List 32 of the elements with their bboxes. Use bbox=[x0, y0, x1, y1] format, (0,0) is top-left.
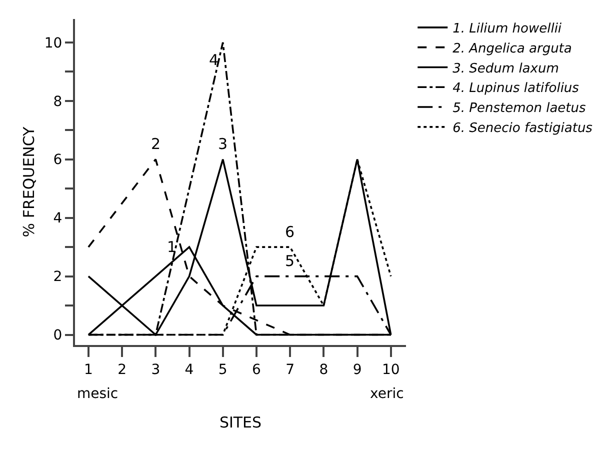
y-tick-label: 6 bbox=[53, 152, 62, 168]
text: xeric bbox=[370, 386, 404, 402]
x-tick-label: 6 bbox=[252, 362, 261, 378]
annotation: 6 bbox=[285, 223, 295, 241]
y-tick-label: 10 bbox=[44, 35, 62, 52]
x-tick-label: 4 bbox=[184, 362, 194, 378]
annotation: 4 bbox=[209, 51, 219, 69]
annotation: 3 bbox=[218, 135, 228, 153]
annotation: 1 bbox=[167, 238, 177, 256]
legend-label: 2. Angelica arguta bbox=[452, 41, 572, 56]
legend-label: 6. Senecio fastigiatus bbox=[452, 121, 593, 136]
legend-label: 4. Lupinus latifolius bbox=[452, 81, 580, 96]
y-tick-label: 0 bbox=[53, 328, 62, 344]
x-tick-label: 8 bbox=[319, 362, 328, 378]
y-tick-label: 4 bbox=[53, 210, 62, 227]
text: mesic bbox=[77, 386, 118, 402]
x-tick-label: 3 bbox=[151, 362, 160, 378]
x-axis-title: SITES bbox=[219, 413, 262, 432]
x-tick-label: 1 bbox=[84, 362, 93, 378]
y-tick-label: 2 bbox=[53, 269, 62, 286]
y-axis-title: % FREQUENCY bbox=[20, 126, 38, 238]
legend-label: 5. Penstemon laetus bbox=[452, 101, 586, 116]
annotation: 5 bbox=[285, 252, 295, 270]
x-tick-label: 2 bbox=[118, 362, 127, 378]
annotation: 2 bbox=[151, 135, 161, 153]
x-tick-label: 10 bbox=[382, 362, 400, 378]
x-tick-label: 9 bbox=[352, 362, 362, 378]
x-tick-label: 5 bbox=[218, 362, 228, 378]
y-tick-label: 8 bbox=[53, 94, 62, 110]
legend-label: 3. Sedum laxum bbox=[452, 61, 559, 76]
legend-label: 1. Lilium howellii bbox=[452, 22, 562, 36]
x-tick-label: 7 bbox=[286, 362, 295, 378]
